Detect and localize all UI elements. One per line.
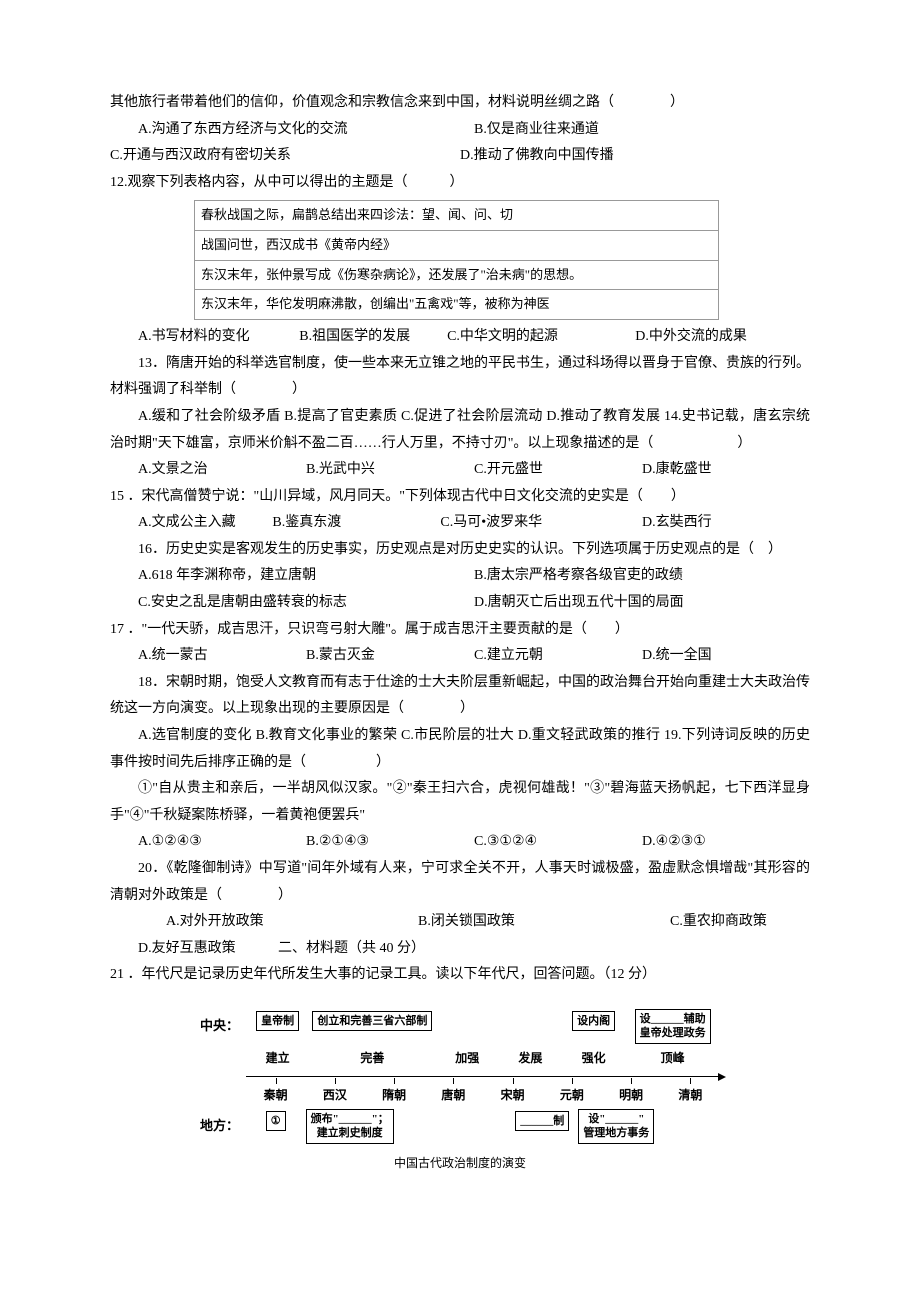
q11-opt-a: A.沟通了东西方经济与文化的交流 — [138, 117, 474, 144]
q16-opt-b: B.唐太宗严格考察各级官吏的政绩 — [474, 563, 810, 590]
q14-opt-a: A.文景之治 — [138, 457, 306, 484]
q18-opt-b: B.教育文化事业的繁荣 — [256, 728, 398, 743]
q15-opts: A.文成公主入藏 B.鉴真东渡 C.马可•波罗来华 D.玄奘西行 — [110, 510, 810, 537]
q20-opt-a: A.对外开放政策 — [138, 909, 306, 936]
tl-lbox-1: 颁布"______"； 建立刺史制度 — [306, 1109, 394, 1144]
q18-19-line: A.选官制度的变化 B.教育文化事业的繁荣 C.市民阶层的壮大 D.重文轻武政策… — [110, 723, 810, 776]
tl-cbox-1: 创立和完善三省六部制 — [312, 1011, 432, 1031]
tl-dyn-3: 唐朝 — [424, 1084, 483, 1107]
q11-opts-cd: C.开通与西汉政府有密切关系 D.推动了佛教向中国传播 — [110, 143, 810, 170]
q19-opt-b: B.②①④③ — [306, 829, 474, 856]
tl-local-label: 地方： — [200, 1114, 246, 1139]
q19-lines: ①"自从贵主和亲后，一半胡风似汉家。"②"秦王扫六合，虎视何雄哉！"③"碧海蓝天… — [110, 776, 810, 829]
q13-opt-d: D.推动了教育发展 — [546, 409, 660, 424]
q12-opt-d: D.中外交流的成果 — [635, 324, 810, 351]
q19-opt-a: A.①②④③ — [138, 829, 306, 856]
tl-central-label: 中央： — [200, 1014, 246, 1039]
tl-dyn-7: 清朝 — [661, 1084, 720, 1107]
q14-opts: A.文景之治 B.光武中兴 C.开元盛世 D.康乾盛世 — [110, 457, 810, 484]
tl-lbox-3: 设"______" 管理地方事务 — [578, 1109, 654, 1144]
q20-opt-b: B.闭关锁国政策 — [390, 909, 558, 936]
tl-dyn-1: 西汉 — [305, 1084, 364, 1107]
q14-opt-b: B.光武中兴 — [306, 457, 474, 484]
q14-opt-d: D.康乾盛世 — [642, 457, 810, 484]
q12-stem: 12.观察下列表格内容，从中可以得出的主题是（ ） — [110, 170, 810, 197]
q19-opt-c: C.③①②④ — [474, 829, 642, 856]
tl-cbox-0: 皇帝制 — [256, 1011, 299, 1031]
q20-sec2-line: A.对外开放政策 B.闭关锁国政策 C.重农抑商政策 D.友好互惠政策二、材料题… — [110, 909, 810, 962]
tl-phase-5: 顶峰 — [625, 1047, 720, 1070]
tl-dyn-0: 秦朝 — [246, 1084, 305, 1107]
q11-opt-d: D.推动了佛教向中国传播 — [460, 143, 810, 170]
q18-opt-c: C.市民阶层的壮大 — [401, 728, 514, 743]
q17-opts: A.统一蒙古 B.蒙古灭金 C.建立元朝 D.统一全国 — [110, 643, 810, 670]
tl-dyn-6: 明朝 — [602, 1084, 661, 1107]
tl-dyn-2: 隋朝 — [365, 1084, 424, 1107]
q16-stem: 16．历史史实是客观发生的历史事实，历史观点是对历史史实的认识。下列选项属于历史… — [110, 537, 810, 564]
q15-opt-d: D.玄奘西行 — [642, 510, 810, 537]
q18-opt-d: D.重文轻武政策的推行 — [518, 728, 660, 743]
q13-14-line: A.缓和了社会阶级矛盾 B.提高了官吏素质 C.促进了社会阶层流动 D.推动了教… — [110, 404, 810, 457]
q20-opt-d: D.友好互惠政策 — [110, 936, 278, 963]
q11-opt-c: C.开通与西汉政府有密切关系 — [110, 143, 460, 170]
q12-opt-a: A.书写材料的变化 — [138, 324, 299, 351]
tl-lbox-2: ______制 — [515, 1111, 569, 1131]
q19-opt-d: D.④②③① — [642, 829, 810, 856]
q18-opt-a: A.选官制度的变化 — [138, 728, 252, 743]
tl-dyn-4: 宋朝 — [483, 1084, 542, 1107]
section2-heading: 二、材料题（共 40 分） — [278, 941, 425, 956]
q16-opt-a: A.618 年李渊称帝，建立唐朝 — [138, 563, 474, 590]
q16-opts-cd: C.安史之乱是唐朝由盛转衰的标志 D.唐朝灭亡后出现五代十国的局面 — [110, 590, 810, 617]
q13-opt-c: C.促进了社会阶层流动 — [401, 409, 543, 424]
q16-opt-d: D.唐朝灭亡后出现五代十国的局面 — [474, 590, 810, 617]
q20-opt-c: C.重农抑商政策 — [642, 909, 810, 936]
q12-opt-c: C.中华文明的起源 — [447, 324, 635, 351]
q11-opts-ab: A.沟通了东西方经济与文化的交流 B.仅是商业往来通道 — [110, 117, 810, 144]
q20-stem: 20．《乾隆御制诗》中写道"间年外域有人来，宁可求全关不开，人事天时诚极盛，盈虚… — [110, 856, 810, 909]
tl-lbox-0: ① — [266, 1111, 286, 1131]
tl-phase-4: 强化 — [562, 1047, 625, 1070]
q13-stem: 13．隋唐开始的科举选官制度，使一些本来无立锥之地的平民书生，通过科场得以晋身于… — [110, 351, 810, 404]
q12-opt-b: B.祖国医学的发展 — [299, 324, 447, 351]
tl-cbox-3: 设______辅助 皇帝处理政务 — [635, 1009, 711, 1044]
q19-opts: A.①②④③ B.②①④③ C.③①②④ D.④②③① — [110, 829, 810, 856]
tl-phase-1: 完善 — [309, 1047, 435, 1070]
tl-dyn-5: 元朝 — [542, 1084, 601, 1107]
tl-cbox-2: 设内阁 — [572, 1011, 615, 1031]
q12-row-1: 战国问世，西汉成书《黄帝内经》 — [195, 231, 719, 261]
timeline-caption: 中国古代政治制度的演变 — [200, 1152, 720, 1175]
q11-stem: 其他旅行者带着他们的信仰，价值观念和宗教信念来到中国，材料说明丝绸之路（ ） — [110, 90, 810, 117]
q15-opt-b: B.鉴真东渡 — [272, 510, 440, 537]
q18-stem: 18．宋朝时期，饱受人文教育而有志于仕途的士大夫阶层重新崛起，中国的政治舞台开始… — [110, 670, 810, 723]
q12-table: 春秋战国之际，扁鹊总结出来四诊法：望、闻、问、切 战国问世，西汉成书《黄帝内经》… — [194, 200, 719, 320]
q17-stem: 17 ．"一代天骄，成吉思汗，只识弯弓射大雕"。属于成吉思汗主要贡献的是（ ） — [110, 617, 810, 644]
q15-stem: 15 ．宋代高僧赞宁说："山川异域，风月同天。"下列体现古代中日文化交流的史实是… — [110, 484, 810, 511]
q12-opts: A.书写材料的变化 B.祖国医学的发展 C.中华文明的起源 D.中外交流的成果 — [110, 324, 810, 351]
q16-opts-ab: A.618 年李渊称帝，建立唐朝 B.唐太宗严格考察各级官吏的政绩 — [110, 563, 810, 590]
q17-opt-b: B.蒙古灭金 — [306, 643, 474, 670]
q17-opt-c: C.建立元朝 — [474, 643, 642, 670]
tl-phase-3: 发展 — [499, 1047, 562, 1070]
q21-stem: 21 ．年代尺是记录历史年代所发生大事的记录工具。读以下年代尺，回答问题。（12… — [110, 962, 810, 989]
tl-axis — [246, 1076, 720, 1077]
tl-phase-0: 建立 — [246, 1047, 309, 1070]
q12-row-2: 东汉末年，张仲景写成《伤寒杂病论》，还发展了"治未病"的思想。 — [195, 260, 719, 290]
q16-opt-c: C.安史之乱是唐朝由盛转衰的标志 — [138, 590, 474, 617]
q13-opt-b: B.提高了官吏素质 — [284, 409, 397, 424]
q17-opt-d: D.统一全国 — [642, 643, 810, 670]
timeline-diagram: 中央： 皇帝制 创立和完善三省六部制 设内阁 设______辅助 皇帝处理政务 … — [200, 1009, 720, 1175]
q13-opt-a: A.缓和了社会阶级矛盾 — [138, 409, 280, 424]
q14-opt-c: C.开元盛世 — [474, 457, 642, 484]
q15-opt-a: A.文成公主入藏 — [138, 510, 272, 537]
q11-opt-b: B.仅是商业往来通道 — [474, 117, 810, 144]
tl-phase-2: 加强 — [436, 1047, 499, 1070]
q15-opt-c: C.马可•波罗来华 — [440, 510, 642, 537]
q12-row-3: 东汉末年，华佗发明麻沸散，创编出"五禽戏"等，被称为神医 — [195, 290, 719, 320]
q17-opt-a: A.统一蒙古 — [138, 643, 306, 670]
q12-row-0: 春秋战国之际，扁鹊总结出来四诊法：望、闻、问、切 — [195, 201, 719, 231]
